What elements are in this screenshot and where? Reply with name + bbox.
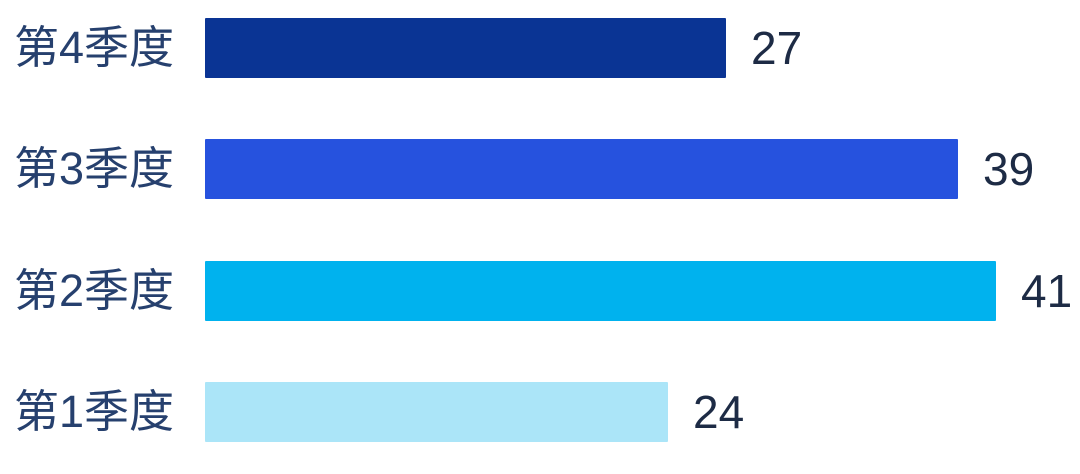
bar-q2 (205, 261, 996, 321)
category-label-q1: 第1季度 (14, 386, 175, 437)
bar-q1 (205, 382, 668, 442)
bar-q4 (205, 18, 726, 78)
category-label-q2: 第2季度 (14, 265, 175, 316)
value-label-q3: 39 (983, 143, 1035, 195)
category-label-q3: 第3季度 (14, 143, 175, 194)
value-label-q4: 27 (751, 22, 803, 74)
bar-q3 (205, 139, 958, 199)
bar-row-q2: 第2季度 41 (0, 261, 1072, 321)
bar-row-q1: 第1季度 24 (0, 382, 744, 442)
value-label-q2: 41 (1021, 265, 1073, 317)
value-label-q1: 24 (693, 386, 745, 438)
bar-row-q4: 第4季度 27 (0, 18, 802, 78)
bar-row-q3: 第3季度 39 (0, 139, 1034, 199)
category-label-q4: 第4季度 (14, 22, 175, 73)
